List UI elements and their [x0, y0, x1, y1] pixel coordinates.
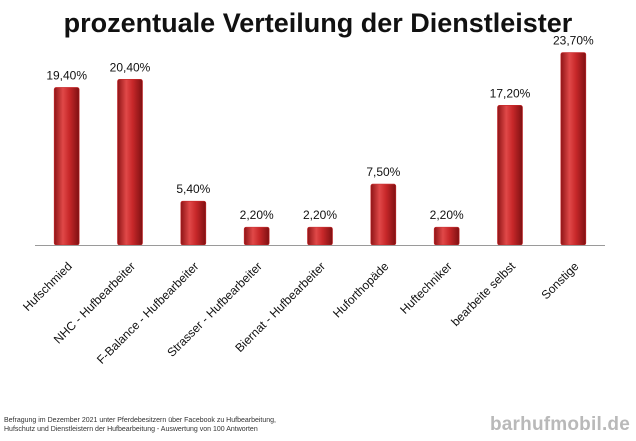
value-label-8: 23,70% — [553, 34, 594, 48]
category-label-5: Huforthopäde — [330, 259, 392, 321]
bar-7 — [497, 105, 523, 246]
category-label-2: F-Balance - Hufbearbeiter — [94, 259, 202, 367]
bar-0 — [53, 87, 80, 246]
value-label-6: 2,20% — [430, 208, 464, 222]
value-label-3: 2,20% — [240, 208, 274, 222]
chart-title: prozentuale Verteilung der Dienstleister — [63, 8, 573, 38]
watermark-text: barhufmobil.de — [489, 414, 630, 435]
footnote-line-2: Hufschutz und Dienstleistern der Hufbear… — [4, 426, 258, 433]
survey-footnote: Befragung im Dezember 2021 unter Pferdeb… — [4, 416, 276, 434]
bar-2 — [180, 200, 207, 246]
bar-6 — [433, 226, 460, 246]
bar-4 — [307, 226, 333, 246]
category-label-6: Huftechniker — [397, 259, 455, 317]
value-label-1: 20,40% — [110, 60, 151, 74]
value-label-7: 17,20% — [490, 86, 531, 100]
bar-1 — [117, 79, 143, 246]
category-label-7: bearbeite selbst — [448, 259, 518, 329]
bar-3 — [243, 226, 270, 246]
bar-5 — [370, 183, 397, 246]
category-label-8: Sonstige — [539, 259, 582, 302]
value-label-2: 5,40% — [176, 182, 210, 196]
category-label-0: Hufschmied — [20, 259, 75, 314]
value-label-0: 19,40% — [46, 68, 87, 82]
value-label-5: 7,50% — [366, 165, 400, 179]
bar-8 — [560, 52, 587, 246]
value-label-4: 2,20% — [303, 208, 337, 222]
footnote-line-1: Befragung im Dezember 2021 unter Pferdeb… — [4, 417, 276, 424]
